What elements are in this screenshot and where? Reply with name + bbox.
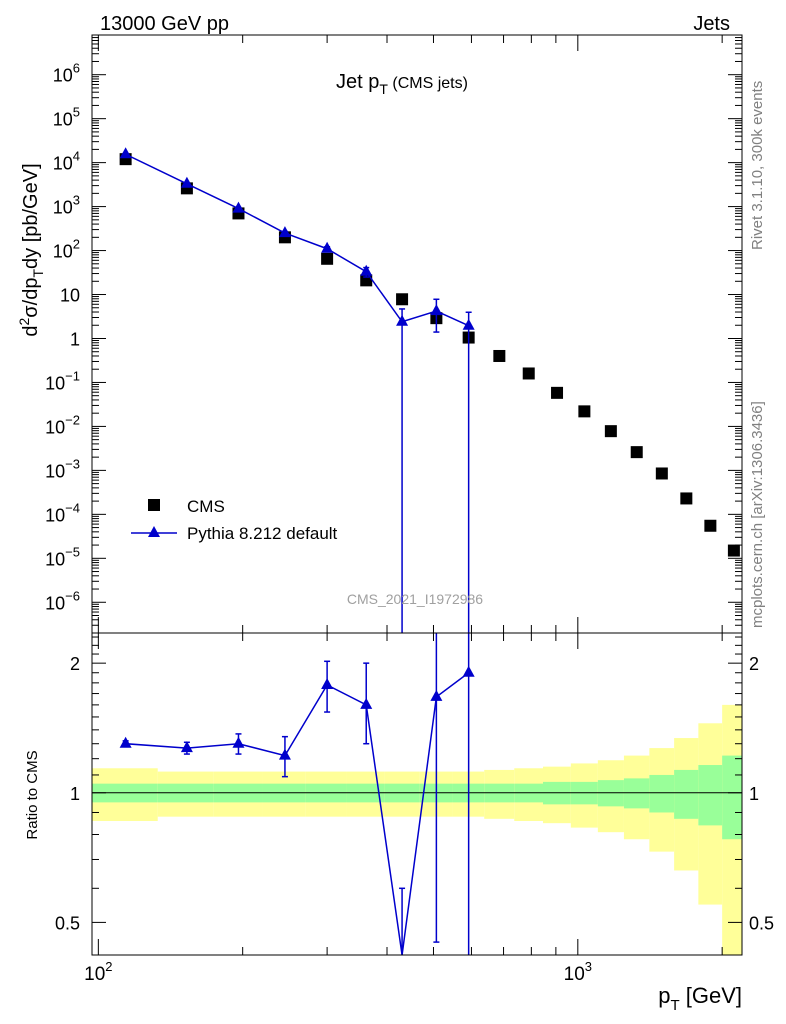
pythia-ratio-point <box>462 665 475 677</box>
main-y-tick-label: 10−5 <box>45 544 80 569</box>
legend-pythia-marker <box>148 526 160 537</box>
pythia-ratio-point <box>119 736 132 748</box>
cms-data-point <box>727 544 740 557</box>
main-y-tick-label: 106 <box>53 61 80 86</box>
pythia-ratio-point <box>278 748 291 760</box>
main-axis-ticks <box>92 34 742 634</box>
pythia-ratio-point <box>180 741 193 753</box>
cms-data-point <box>578 405 591 418</box>
ratio-y-tick-label-right: 1 <box>749 784 759 804</box>
cms-data-point <box>630 446 643 459</box>
uncertainty-band-inner <box>698 765 723 826</box>
main-y-tick-label: 10−6 <box>45 588 80 613</box>
pythia-data-point <box>180 176 193 188</box>
main-y-tick-label: 10−2 <box>45 412 80 437</box>
main-y-tick-label: 10−4 <box>45 500 80 525</box>
main-frame <box>91 34 743 634</box>
cms-data-point <box>321 252 334 265</box>
ratio-y-tick-label-left: 2 <box>70 654 80 674</box>
pythia-series-line <box>125 153 469 327</box>
cms-data-point <box>522 367 535 380</box>
cms-data-point <box>680 492 693 505</box>
pythia-data-point <box>360 264 373 276</box>
legend-cms-marker <box>148 499 160 511</box>
main-y-tick-labels: 10610510410310210110−110−210−310−410−510… <box>45 61 80 614</box>
pythia-ratio-point <box>430 689 443 701</box>
pythia-data-point <box>462 318 475 330</box>
uncertainty-band-inner <box>623 778 650 809</box>
pythia-data-point <box>278 226 291 238</box>
x-tick-label: 102 <box>84 959 112 985</box>
pythia-data-point <box>232 201 245 213</box>
x-tick-label: 103 <box>564 959 592 985</box>
pythia-ratio-point <box>360 697 373 709</box>
pythia-data-point <box>321 241 334 253</box>
main-y-tick-label: 10 <box>60 286 80 306</box>
main-y-tick-label: 1 <box>70 329 80 349</box>
cms-data-point <box>493 349 506 362</box>
pythia-ratio-point <box>321 677 334 689</box>
uncertainty-band-inner <box>722 755 742 840</box>
ratio-axis-ticks <box>92 633 742 955</box>
legend-cms-label: CMS <box>187 497 225 516</box>
legend: CMS Pythia 8.212 default <box>131 497 338 543</box>
mcplots-reference-label: mcplots.cern.ch [arXiv:1306.3436] <box>749 401 766 628</box>
pythia-data-point <box>119 147 132 159</box>
cms-data-point <box>655 467 668 480</box>
ratio-y-tick-label-right: 0.5 <box>749 913 774 933</box>
ratio-panel: 2 2 1 1 0.5 0.5 102 103 Ratio to CMS pT [GeV] <box>24 632 774 1014</box>
cms-data-point <box>704 519 717 532</box>
rivet-version-label: Rivet 3.1.10, 300k events <box>749 81 766 250</box>
ratio-y-tick-label-right: 2 <box>749 654 759 674</box>
pythia-data-point <box>430 304 443 316</box>
main-y-axis-label: d2σ/dpTdy [pb/GeV] <box>16 163 46 336</box>
pythia-data-point <box>396 314 409 326</box>
x-axis-label: pT [GeV] <box>658 983 742 1014</box>
main-y-tick-label: 10−1 <box>45 368 80 393</box>
cms-data-point <box>604 425 617 438</box>
uncertainty-band-inner <box>674 769 699 819</box>
main-y-tick-label: 102 <box>53 237 80 262</box>
cms-data-point <box>396 293 409 306</box>
main-y-tick-label: 105 <box>53 105 80 130</box>
ratio-tick-labels: 2 2 1 1 0.5 0.5 102 103 <box>55 654 774 985</box>
main-plot-area <box>119 147 740 633</box>
uncertainty-band-inner <box>649 774 675 813</box>
ratio-y-tick-label-left: 1 <box>70 784 80 804</box>
main-y-tick-label: 104 <box>53 149 80 174</box>
main-y-tick-label: 103 <box>53 193 80 218</box>
pythia-ratio-point <box>232 736 245 748</box>
ratio-frame <box>91 632 743 956</box>
analysis-category: Jets <box>693 13 730 35</box>
legend-pythia-label: Pythia 8.212 default <box>187 524 338 543</box>
main-y-tick-label: 10−3 <box>45 456 80 481</box>
ratio-y-tick-label-left: 0.5 <box>55 913 80 933</box>
collision-label: 13000 GeV pp <box>100 13 229 35</box>
main-title: Jet pT (CMS jets) <box>336 71 468 97</box>
main-panel: 10610510410310210110−110−210−310−410−510… <box>16 34 743 634</box>
cms-data-point <box>551 386 564 399</box>
ratio-plot-area <box>92 633 742 956</box>
watermark-analysis-id: CMS_2021_I1972986 <box>347 591 483 607</box>
ratio-y-axis-label: Ratio to CMS <box>24 750 41 839</box>
